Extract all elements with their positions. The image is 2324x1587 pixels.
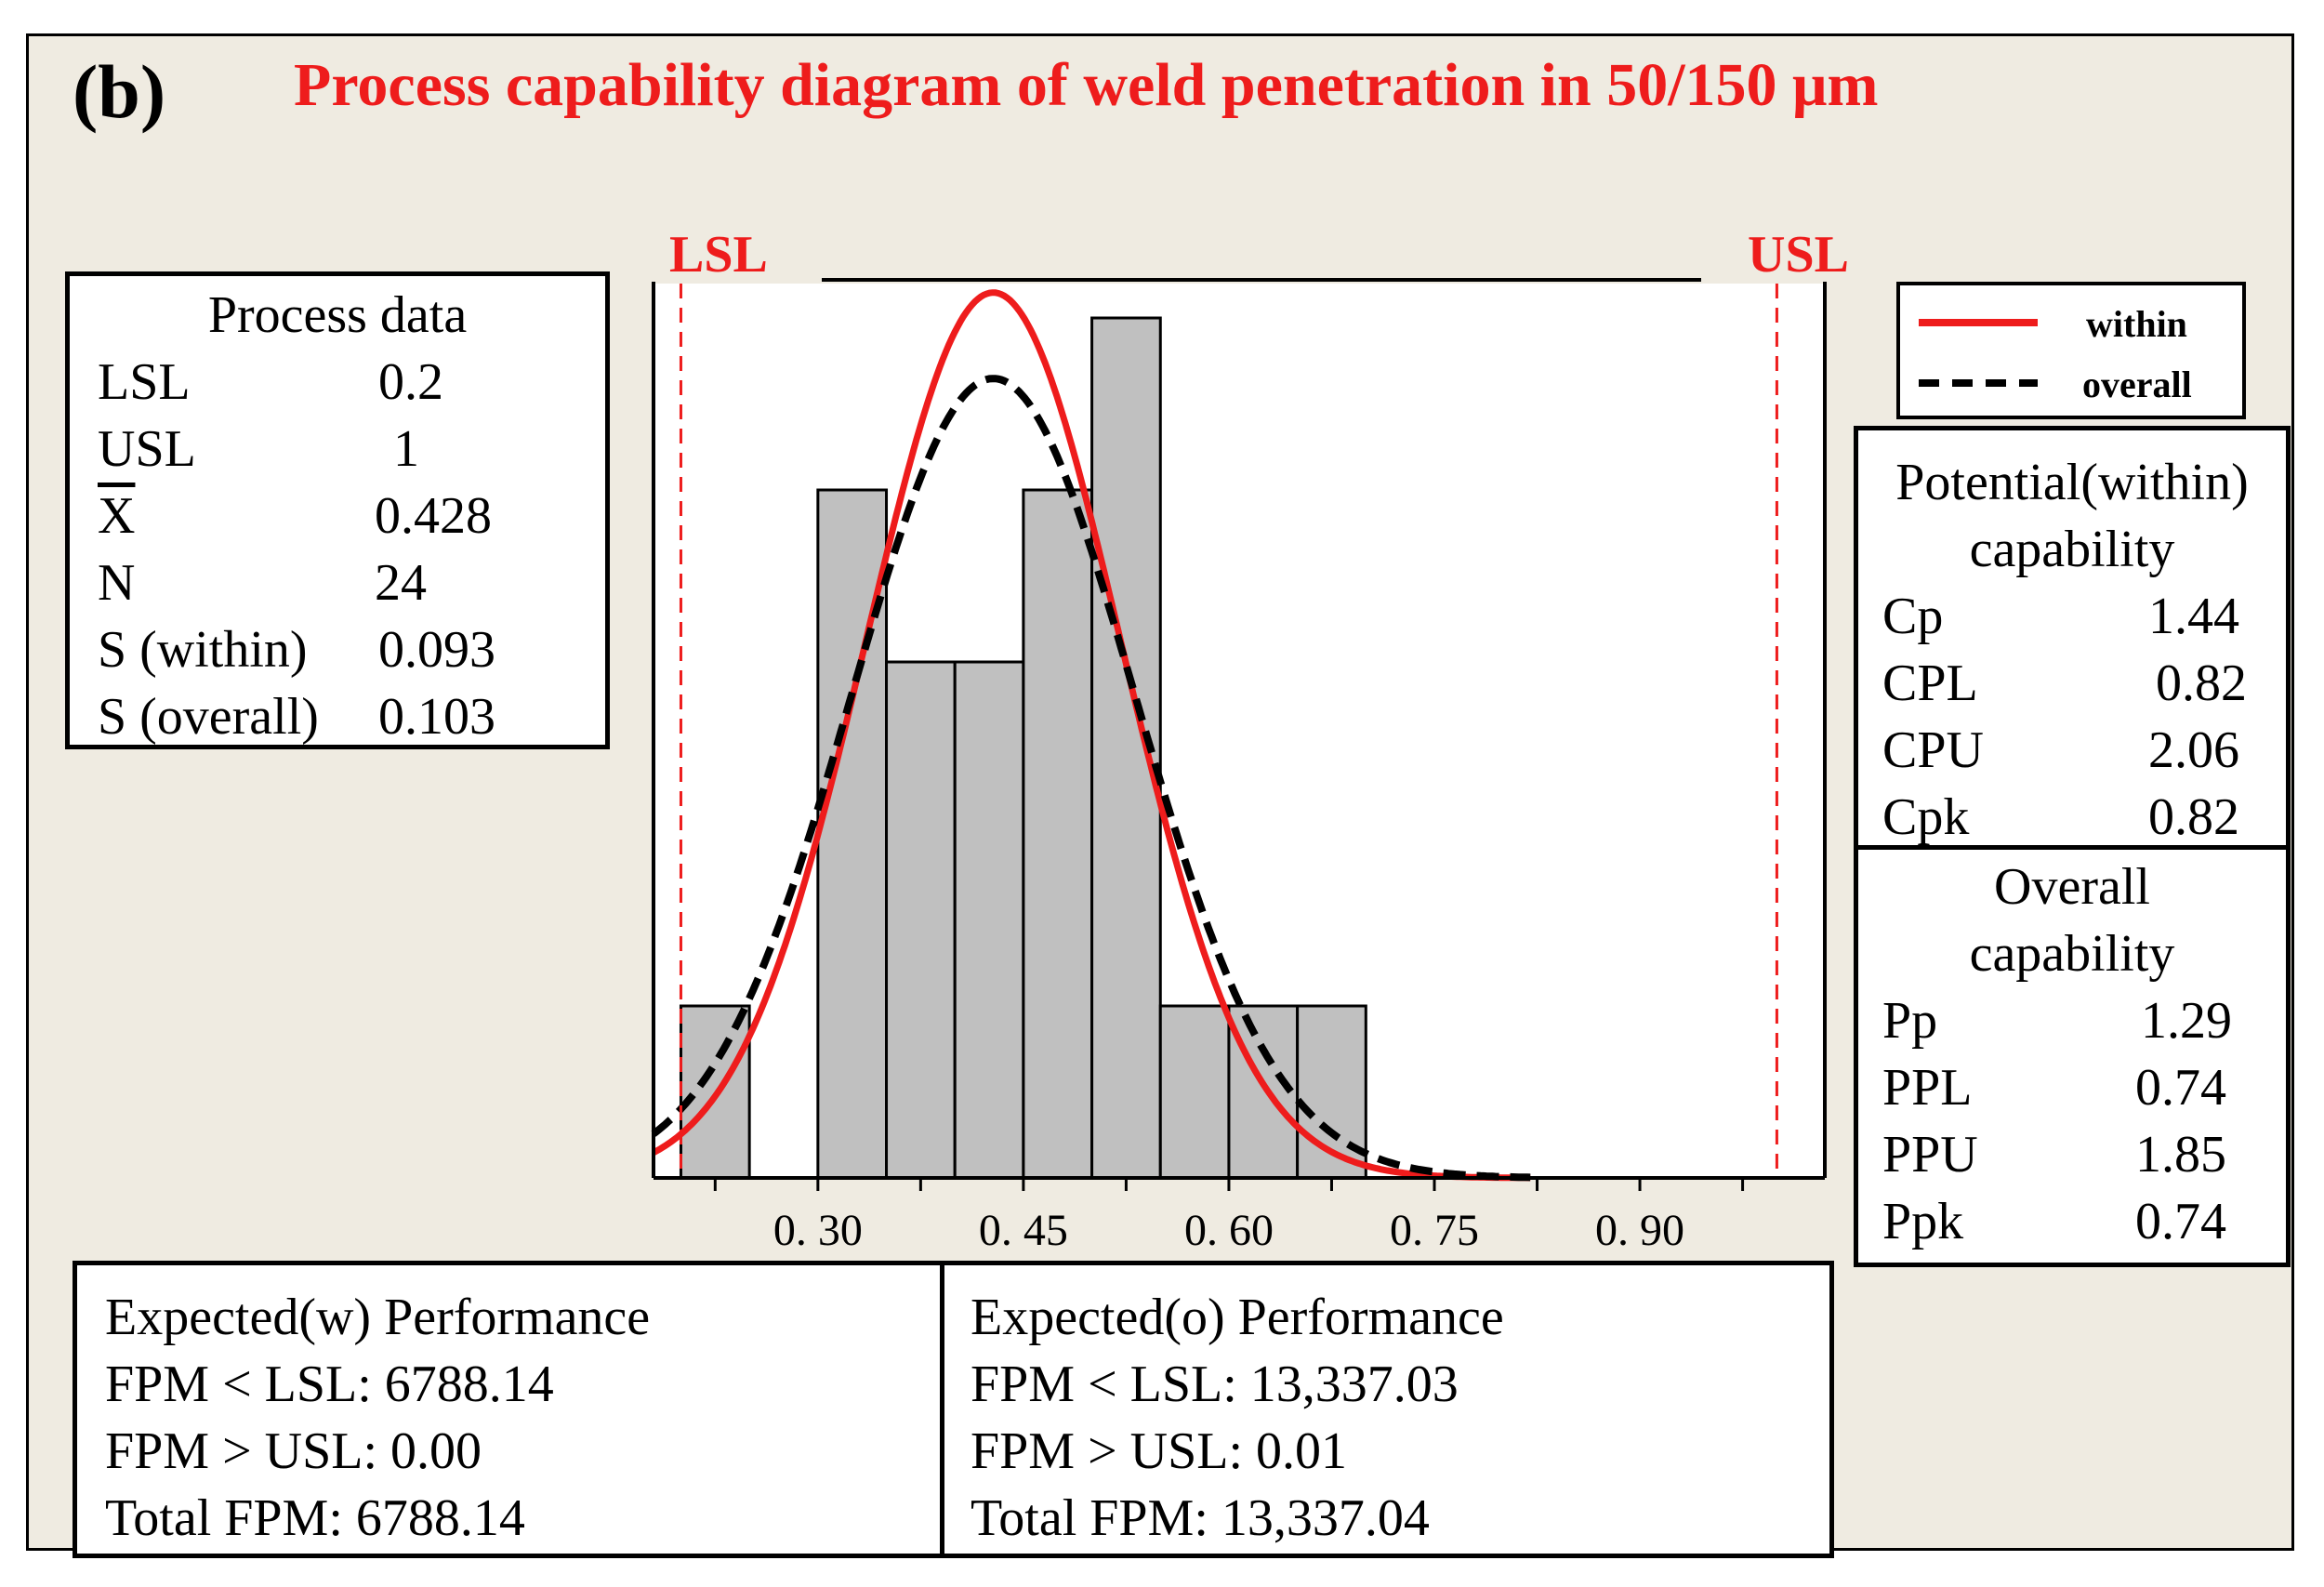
process-row-lsl-label: LSL bbox=[98, 353, 191, 411]
x-tick-label-2: 0. 60 bbox=[1184, 1206, 1274, 1255]
legend-box: within overall bbox=[1896, 282, 2246, 419]
process-row-xbar-label: X bbox=[98, 487, 136, 545]
cp-label: Cp bbox=[1882, 588, 1944, 645]
expected-overall-line-total: Total FPM: 13,337.04 bbox=[971, 1489, 1430, 1547]
cp-value: 1.44 bbox=[2148, 588, 2239, 645]
process-row-xbar-value: 0.428 bbox=[375, 487, 492, 545]
expected-within-line-usl: FPM > USL: 0.00 bbox=[105, 1422, 482, 1480]
process-row-soverall-value: 0.103 bbox=[378, 688, 495, 746]
histogram-bar-2 bbox=[885, 660, 957, 1180]
potential-capability-box: Potential(within) capability Cp 1.44 CPL… bbox=[1854, 426, 2291, 850]
overall-distribution-curve bbox=[651, 375, 1531, 1182]
ppu-value: 1.85 bbox=[2135, 1126, 2226, 1184]
ppk-label: Ppk bbox=[1882, 1193, 1964, 1250]
process-row-swithin-value: 0.093 bbox=[378, 621, 495, 679]
ppk-value: 0.74 bbox=[2135, 1193, 2226, 1250]
expected-overall-line-lsl: FPM < LSL: 13,337.03 bbox=[971, 1356, 1459, 1413]
legend-within-label: within bbox=[2086, 303, 2187, 345]
ppl-label: PPL bbox=[1882, 1059, 1973, 1117]
expected-overall-header: Expected(o) Performance bbox=[971, 1289, 1504, 1346]
cpk-value: 0.82 bbox=[2148, 788, 2239, 846]
process-row-n-value: 24 bbox=[375, 554, 427, 612]
panel-label: (b) bbox=[73, 49, 166, 134]
overall-header-line2: capability bbox=[1969, 925, 2175, 983]
x-tick-label-0: 0. 30 bbox=[773, 1206, 863, 1255]
within-distribution-curve bbox=[652, 289, 1531, 1182]
expected-overall-box: Expected(o) Performance FPM < LSL: 13,33… bbox=[940, 1261, 1834, 1558]
expected-within-line-lsl: FPM < LSL: 6788.14 bbox=[105, 1356, 554, 1413]
process-row-n-label: N bbox=[98, 554, 136, 612]
lsl-label: LSL bbox=[669, 226, 768, 284]
cpu-label: CPU bbox=[1882, 721, 1984, 779]
process-row-lsl-value: 0.2 bbox=[378, 353, 443, 411]
x-tick-label-4: 0. 90 bbox=[1595, 1206, 1684, 1255]
pp-label: Pp bbox=[1882, 992, 1938, 1050]
expected-overall-line-usl: FPM > USL: 0.01 bbox=[971, 1422, 1348, 1480]
ppu-label: PPU bbox=[1882, 1126, 1978, 1184]
ppl-value: 0.74 bbox=[2135, 1059, 2226, 1117]
process-row-soverall-label: S (overall) bbox=[98, 688, 319, 746]
expected-within-header: Expected(w) Performance bbox=[105, 1289, 651, 1346]
expected-within-line-total: Total FPM: 6788.14 bbox=[105, 1489, 525, 1547]
process-row-usl-value: 1 bbox=[393, 420, 419, 478]
histogram-bar-4 bbox=[1022, 488, 1094, 1180]
potential-header-line1: Potential(within) bbox=[1895, 454, 2249, 511]
legend-overall-label: overall bbox=[2082, 364, 2192, 405]
overall-header-line1: Overall bbox=[1994, 858, 2150, 916]
pp-value: 1.29 bbox=[2141, 992, 2232, 1050]
x-tick-label-1: 0. 45 bbox=[979, 1206, 1068, 1255]
overall-capability-box: Overall capability Pp 1.29 PPL 0.74 PPU … bbox=[1854, 845, 2291, 1267]
cpl-value: 0.82 bbox=[2156, 655, 2247, 712]
process-row-usl-label: USL bbox=[98, 420, 196, 478]
process-data-header: Process data bbox=[207, 286, 468, 344]
cpl-label: CPL bbox=[1882, 655, 1978, 712]
cpk-label: Cpk bbox=[1882, 788, 1970, 846]
x-tick-label-3: 0. 75 bbox=[1390, 1206, 1479, 1255]
potential-header-line2: capability bbox=[1969, 521, 2175, 578]
histogram-bar-3 bbox=[953, 660, 1025, 1180]
cpu-value: 2.06 bbox=[2148, 721, 2239, 779]
histogram-bar-6 bbox=[1158, 1004, 1231, 1180]
expected-within-box: Expected(w) Performance FPM < LSL: 6788.… bbox=[73, 1261, 944, 1558]
process-data-box: Process data LSL 0.2 USL 1 X 0.428 N 24 … bbox=[65, 271, 610, 749]
process-row-swithin-label: S (within) bbox=[98, 621, 308, 679]
chart-title: Process capability diagram of weld penet… bbox=[294, 51, 1879, 119]
usl-label: USL bbox=[1748, 226, 1849, 284]
